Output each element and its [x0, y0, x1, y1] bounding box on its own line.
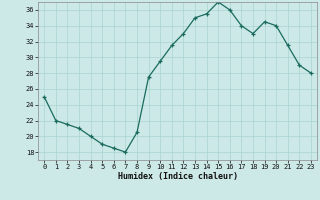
X-axis label: Humidex (Indice chaleur): Humidex (Indice chaleur): [118, 172, 238, 181]
